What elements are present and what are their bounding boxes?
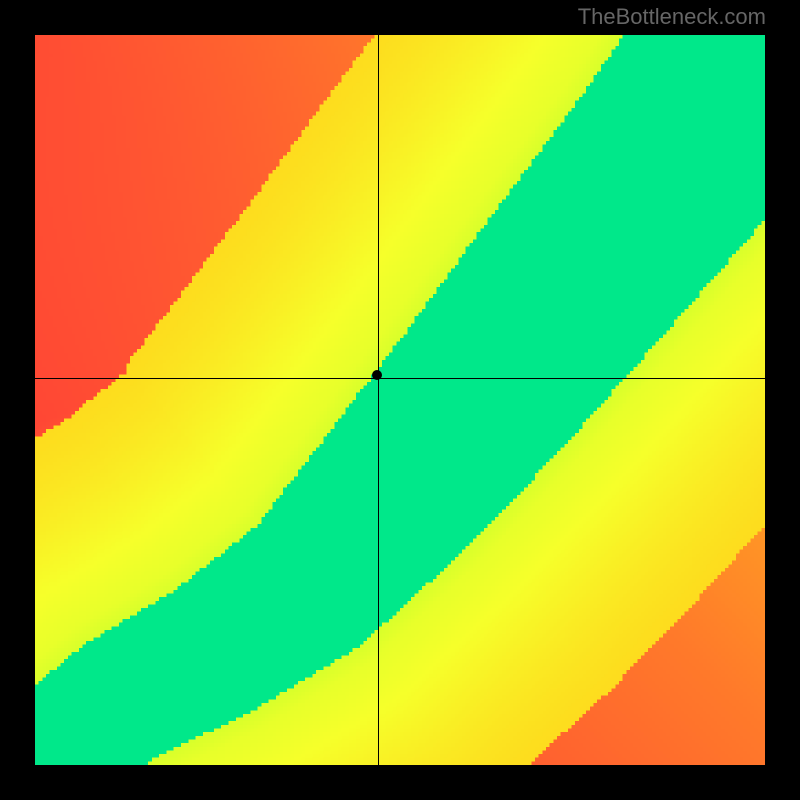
heatmap-canvas: [35, 35, 765, 765]
crosshair-vertical: [378, 35, 379, 765]
plot-area: [35, 35, 765, 765]
crosshair-horizontal: [35, 378, 765, 379]
chart-container: TheBottleneck.com: [0, 0, 800, 800]
data-point-marker: [372, 370, 382, 380]
watermark-text: TheBottleneck.com: [578, 4, 766, 30]
